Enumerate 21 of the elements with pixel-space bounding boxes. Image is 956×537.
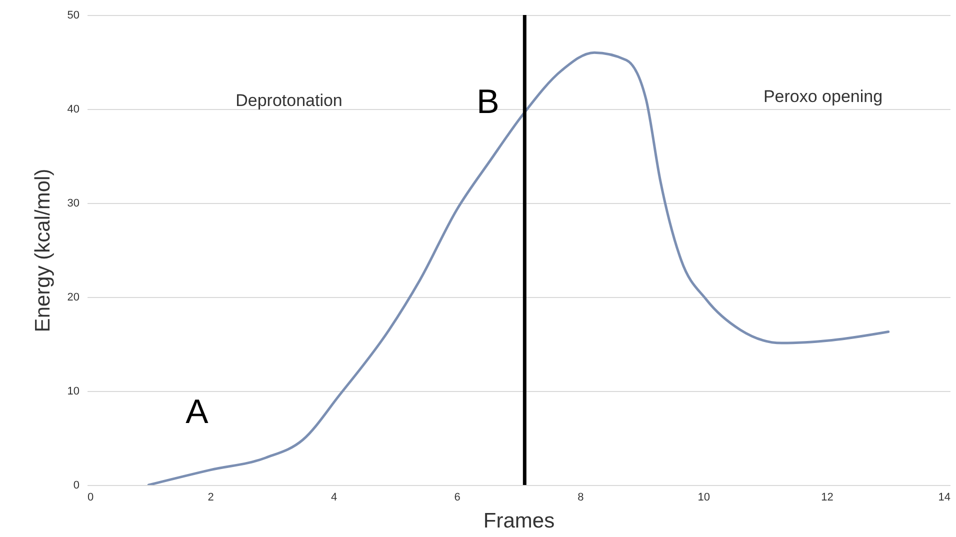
annotation: A bbox=[186, 393, 209, 431]
x-tick-label: 14 bbox=[938, 492, 950, 504]
y-tick-label: 0 bbox=[73, 480, 80, 492]
annotation: Peroxo opening bbox=[763, 87, 883, 106]
annotation: Deprotonation bbox=[236, 91, 342, 110]
y-tick-label: 40 bbox=[67, 104, 80, 116]
x-tick-label: 4 bbox=[331, 492, 338, 504]
x-tick-label: 8 bbox=[578, 492, 584, 504]
line-series bbox=[147, 51, 890, 485]
x-axis-title: Frames bbox=[483, 510, 555, 532]
y-tick-label: 10 bbox=[67, 386, 80, 398]
x-tick-label: 6 bbox=[454, 492, 460, 504]
y-axis-title: Energy (kcal/mol) bbox=[31, 168, 54, 332]
x-tick-label: 12 bbox=[821, 492, 834, 504]
annotation: B bbox=[476, 83, 500, 121]
y-tick-label: 50 bbox=[67, 10, 80, 22]
x-tick-label: 2 bbox=[208, 492, 214, 504]
y-tick-label: 30 bbox=[67, 198, 80, 210]
y-tick-label: 20 bbox=[67, 292, 80, 304]
x-tick-label: 0 bbox=[88, 492, 94, 504]
x-tick-label: 10 bbox=[698, 492, 710, 504]
